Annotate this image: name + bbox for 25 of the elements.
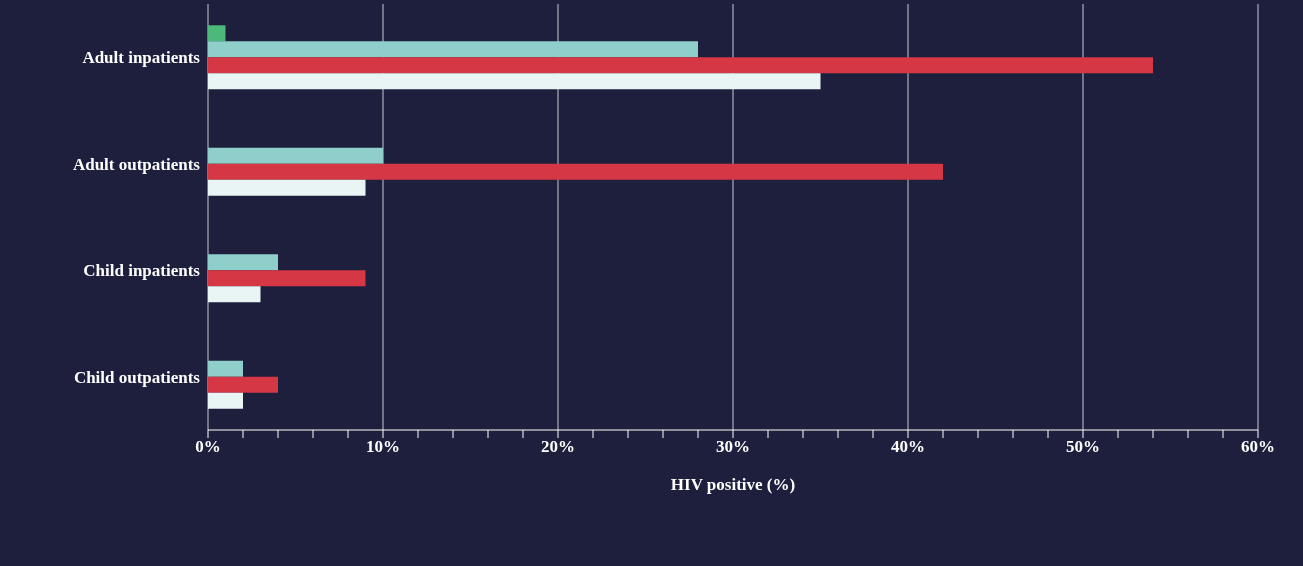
bar (208, 73, 821, 90)
bar (208, 392, 243, 409)
bar (208, 25, 226, 42)
x-tick-label: 50% (1066, 437, 1100, 457)
y-tick-label: Adult inpatients (82, 48, 201, 68)
bar (208, 163, 943, 180)
y-tick-label: Adult outpatients (72, 154, 201, 174)
x-tick-label: 20% (541, 437, 575, 457)
bar (208, 376, 278, 393)
x-axis-title: HIV positive (%) (670, 475, 796, 494)
x-tick-label: 60% (1241, 437, 1275, 457)
x-tick-label: 0% (195, 437, 221, 457)
y-tick-label: Child inpatients (83, 261, 201, 281)
bar (208, 57, 1153, 74)
x-tick-label: 10% (366, 437, 400, 457)
bar (208, 286, 261, 303)
bar (208, 360, 243, 377)
bar (208, 270, 366, 287)
x-tick-label: 30% (716, 437, 750, 457)
bar (208, 147, 383, 164)
bar (208, 41, 698, 58)
x-tick-label: 40% (891, 437, 925, 457)
y-tick-label: Child outpatients (73, 367, 201, 387)
bar (208, 254, 278, 271)
bar (208, 179, 366, 196)
